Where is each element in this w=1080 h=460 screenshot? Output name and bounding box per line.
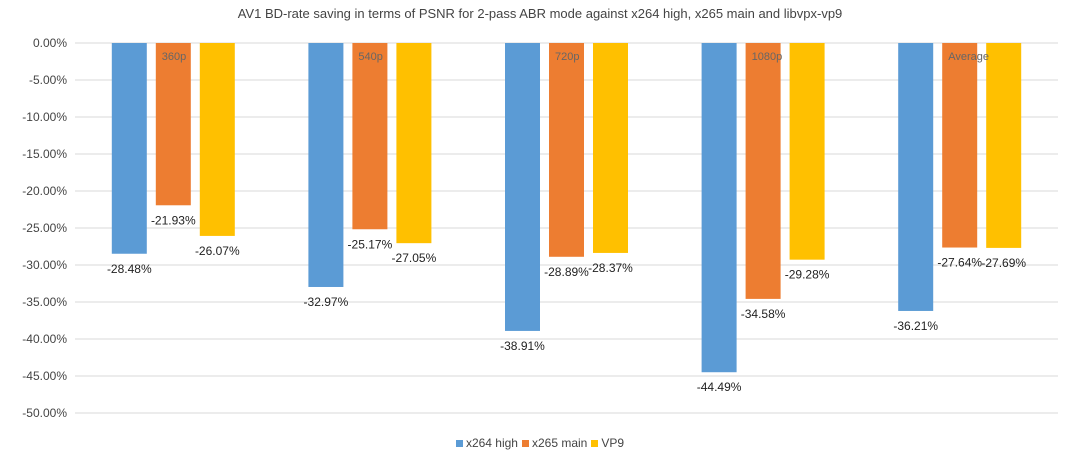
bar <box>789 43 825 260</box>
category-label: 540p <box>358 51 382 63</box>
legend-swatch <box>455 440 463 448</box>
bar <box>155 43 191 206</box>
legend-label: x265 main <box>531 436 588 450</box>
category-label: 360p <box>162 51 186 63</box>
legend-label: VP9 <box>601 436 625 450</box>
bar <box>549 43 584 257</box>
legend-label: x264 high <box>465 436 518 450</box>
y-tick-label: -10.00% <box>22 110 67 124</box>
legend-swatch <box>521 440 529 448</box>
legend-item: VP9 <box>591 436 624 450</box>
data-label: -38.91% <box>500 339 545 353</box>
bar <box>199 43 235 236</box>
y-tick-label: -30.00% <box>22 258 67 272</box>
y-tick-label: -20.00% <box>22 184 67 198</box>
y-tick-label: -15.00% <box>22 147 67 161</box>
y-tick-label: -25.00% <box>22 221 67 235</box>
bar <box>701 43 737 373</box>
chart-title: AV1 BD-rate saving in terms of PSNR for … <box>237 6 843 21</box>
y-tick-label: -45.00% <box>22 369 67 383</box>
data-label: -28.89% <box>544 265 589 279</box>
y-tick-label: -35.00% <box>22 295 67 309</box>
data-label: -29.28% <box>785 268 830 282</box>
category-label: 720p <box>555 51 579 63</box>
bar <box>898 43 934 311</box>
y-tick-label: -40.00% <box>22 332 67 346</box>
bar <box>745 43 781 299</box>
data-label: -27.64% <box>937 256 982 270</box>
data-label: -34.58% <box>741 307 786 321</box>
legend-item: x265 main <box>521 436 588 450</box>
bar <box>396 43 432 244</box>
bar <box>111 43 147 254</box>
data-label: -25.17% <box>348 237 393 251</box>
data-label: -44.49% <box>697 380 742 394</box>
legend-item: x264 high <box>455 436 518 450</box>
bar <box>352 43 388 230</box>
bar <box>942 43 978 248</box>
bar <box>505 43 540 331</box>
y-tick-label: -5.00% <box>29 73 67 87</box>
data-label: -32.97% <box>304 295 349 309</box>
y-tick-label: 0.00% <box>33 36 67 50</box>
y-tick-label: -50.00% <box>22 406 67 420</box>
data-label: -28.37% <box>588 261 633 275</box>
legend: x264 high x265 main VP9 <box>0 436 1080 450</box>
data-label: -36.21% <box>893 319 938 333</box>
data-label: -27.69% <box>981 256 1026 270</box>
data-label: -27.05% <box>392 251 437 265</box>
data-label: -28.48% <box>107 262 152 276</box>
legend-swatch <box>591 440 599 448</box>
category-label: 1080p <box>752 51 783 63</box>
bar <box>308 43 344 287</box>
bar <box>986 43 1022 248</box>
category-label: Average <box>948 51 989 63</box>
bar <box>593 43 628 253</box>
data-label: -21.93% <box>151 213 196 227</box>
data-label: -26.07% <box>195 244 240 258</box>
